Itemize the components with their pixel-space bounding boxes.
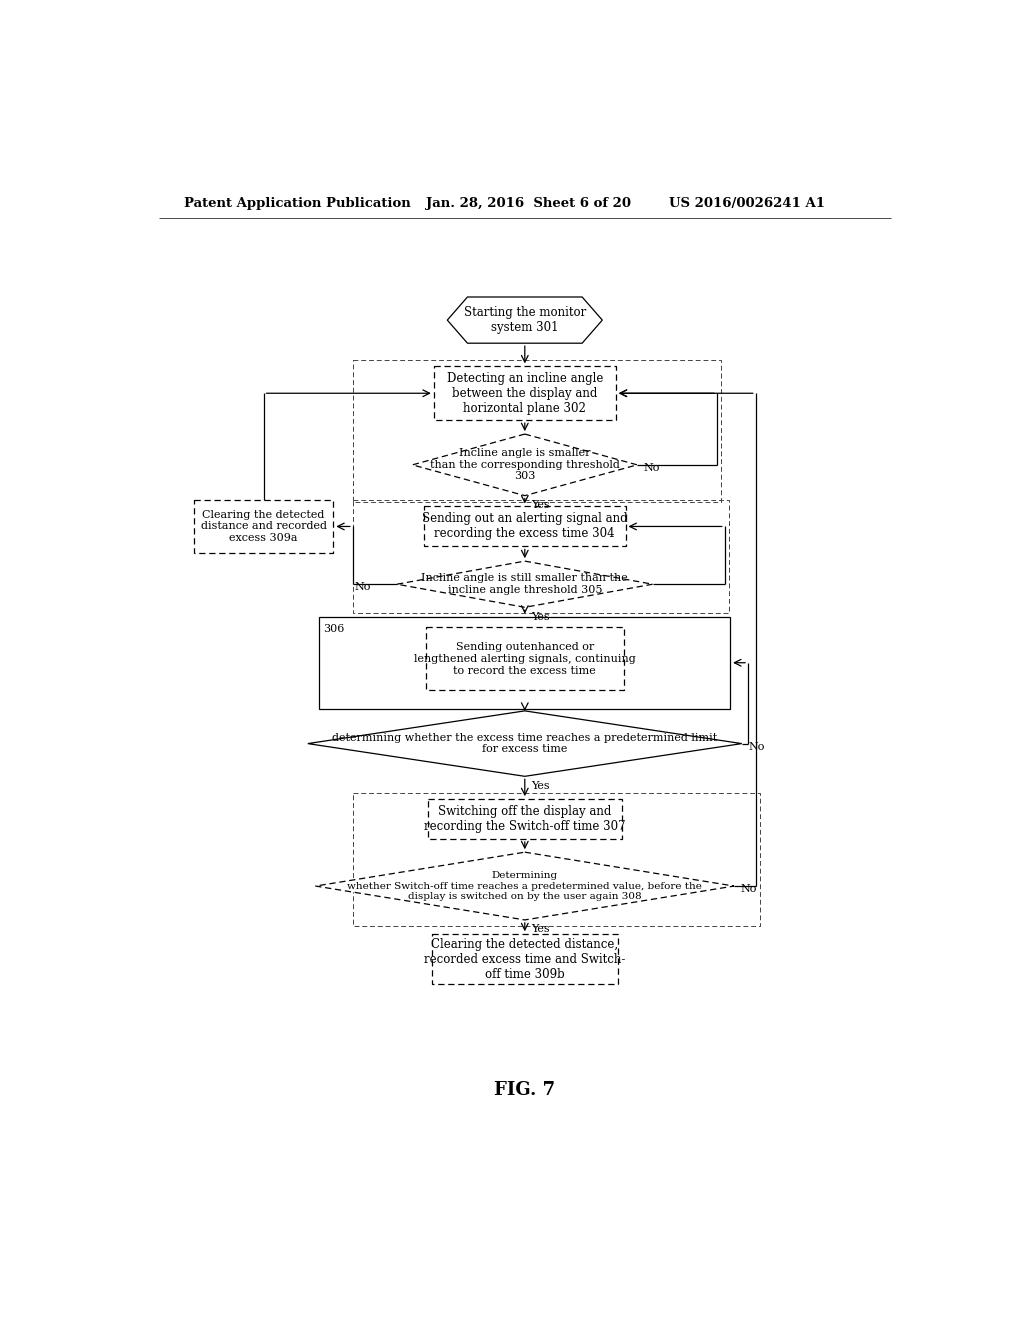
Text: Incline angle is still smaller than the
incline angle threshold 305: Incline angle is still smaller than the … <box>422 573 628 595</box>
Text: Clearing the detected distance,
recorded excess time and Switch-
off time 309b: Clearing the detected distance, recorded… <box>424 937 626 981</box>
Bar <box>319 616 730 709</box>
Text: Yes: Yes <box>531 780 550 791</box>
Text: Incline angle is smaller
than the corresponding threshold
303: Incline angle is smaller than the corres… <box>430 449 620 482</box>
Text: Patent Application Publication: Patent Application Publication <box>183 197 411 210</box>
Text: 306: 306 <box>324 624 345 634</box>
Bar <box>432 935 617 985</box>
Text: No: No <box>354 582 371 593</box>
Text: No: No <box>643 463 659 473</box>
Text: FIG. 7: FIG. 7 <box>495 1081 555 1100</box>
Bar <box>428 799 622 840</box>
Text: Determining
whether Switch-off time reaches a predetermined value, before the
di: Determining whether Switch-off time reac… <box>347 871 702 902</box>
Polygon shape <box>315 853 734 920</box>
Bar <box>434 367 615 420</box>
Polygon shape <box>308 711 741 776</box>
Polygon shape <box>397 561 652 607</box>
Text: Jan. 28, 2016  Sheet 6 of 20: Jan. 28, 2016 Sheet 6 of 20 <box>426 197 632 210</box>
Bar <box>352 793 760 927</box>
Polygon shape <box>413 434 637 496</box>
Bar <box>352 360 721 502</box>
Text: Yes: Yes <box>531 611 550 622</box>
Bar <box>424 507 626 546</box>
Text: Detecting an incline angle
between the display and
horizontal plane 302: Detecting an incline angle between the d… <box>446 372 603 414</box>
Text: Clearing the detected
distance and recorded
excess 309a: Clearing the detected distance and recor… <box>201 510 327 543</box>
Text: No: No <box>740 884 757 894</box>
Text: Sending out an alerting signal and
recording the excess time 304: Sending out an alerting signal and recor… <box>422 512 628 540</box>
Text: US 2016/0026241 A1: US 2016/0026241 A1 <box>669 197 825 210</box>
Text: Yes: Yes <box>531 924 550 935</box>
Polygon shape <box>447 297 602 343</box>
Bar <box>426 627 624 690</box>
Text: Starting the monitor
system 301: Starting the monitor system 301 <box>464 306 586 334</box>
Text: No: No <box>748 742 764 751</box>
Text: Sending outenhanced or
lengthened alerting signals, continuing
to record the exc: Sending outenhanced or lengthened alerti… <box>414 643 636 676</box>
Bar <box>352 500 729 614</box>
Text: Yes: Yes <box>531 500 550 510</box>
Text: Switching off the display and
recording the Switch-off time 307: Switching off the display and recording … <box>424 805 626 833</box>
Text: determining whether the excess time reaches a predetermined limit
for excess tim: determining whether the excess time reac… <box>332 733 718 755</box>
Bar <box>194 500 334 553</box>
